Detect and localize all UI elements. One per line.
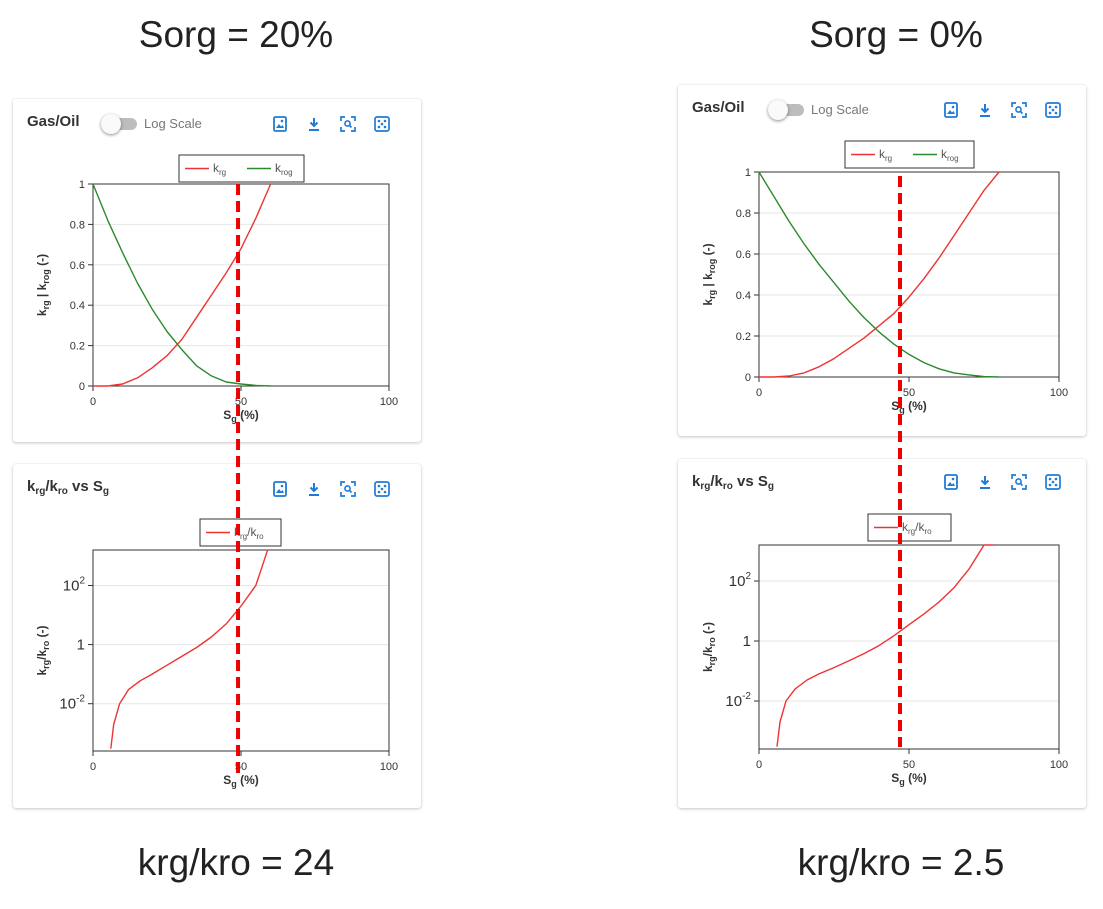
y-axis-label: krg | krog (-)	[35, 254, 51, 316]
series-line-krg-kro	[110, 549, 269, 749]
series-line-krg-kro	[776, 544, 993, 747]
x-tick-label: 100	[1050, 387, 1068, 399]
relperm-plot-left: 0 0.2 0.4 0.6 0.8 1 0 50 100 Sg (%) krg | krog (-)…	[35, 154, 398, 424]
chart-toolbar	[940, 99, 1064, 121]
y-tick-label: 0.2	[70, 341, 85, 353]
zoom-select-icon[interactable]	[337, 478, 359, 500]
download-icon[interactable]	[303, 113, 325, 135]
gas-oil-card-right: Gas/Oil Log Scale 0 0.2 0.4 0.6 0.8 1 0 50 100 Sg…	[678, 85, 1086, 436]
y-tick-label: 0.6	[736, 249, 751, 261]
series-line-krg	[759, 171, 1000, 378]
download-icon[interactable]	[974, 99, 996, 121]
ratio-card-right: krg/kro vs Sg 10-2 1 102 0 50 100 Sg (%) krg/kr…	[678, 459, 1086, 808]
download-icon[interactable]	[303, 478, 325, 500]
y-tick-label: 1	[77, 637, 85, 654]
y-tick-label: 10-2	[725, 691, 751, 710]
x-axis-label: Sg (%)	[891, 399, 927, 415]
legend-entry: krog	[941, 147, 959, 163]
y-tick-label: 0.4	[736, 290, 751, 302]
image-export-icon[interactable]	[269, 113, 291, 135]
toggle-knob	[101, 114, 121, 134]
left-heading: Sorg = 20%	[138, 14, 334, 55]
gas-oil-title: Gas/Oil	[692, 99, 745, 116]
x-tick-label: 100	[1050, 759, 1068, 771]
ratio-title: krg/kro vs Sg	[692, 473, 774, 492]
y-tick-label: 0.8	[736, 208, 751, 220]
right-heading: Sorg = 0%	[809, 14, 983, 55]
zoom-select-icon[interactable]	[337, 113, 359, 135]
x-tick-label: 0	[90, 396, 96, 408]
x-tick-label: 0	[756, 759, 762, 771]
series-line-krog	[758, 171, 1000, 378]
y-tick-label: 0	[745, 372, 751, 384]
plot-frame	[758, 544, 1060, 750]
log-scale-toggle[interactable]	[768, 100, 804, 120]
ratio-plot-right: 10-2 1 102 0 50 100 Sg (%) krg/kro (-) krg/kro	[701, 513, 1068, 787]
y-tick-label: 0.2	[736, 331, 751, 343]
chart-toolbar	[269, 113, 393, 135]
ratio-title-text: krg/kro vs Sg	[692, 473, 774, 492]
legend-entry: krg	[213, 161, 226, 177]
y-tick-label: 0.8	[70, 219, 85, 231]
right-footer: krg/kro = 2.5	[797, 842, 1005, 883]
log-scale-label: Log Scale	[144, 116, 202, 131]
reset-view-icon[interactable]	[1042, 99, 1064, 121]
x-axis-label: Sg (%)	[891, 771, 927, 787]
reset-view-icon[interactable]	[371, 478, 393, 500]
y-axis-label: krg | krog (-)	[701, 243, 717, 305]
relperm-plot-right: 0 0.2 0.4 0.6 0.8 1 0 50 100 Sg (%) krg | krog (-)…	[701, 140, 1068, 415]
y-tick-label: 102	[63, 575, 86, 594]
image-export-icon[interactable]	[269, 478, 291, 500]
image-export-icon[interactable]	[940, 99, 962, 121]
reset-view-icon[interactable]	[371, 113, 393, 135]
gas-oil-card-left: Gas/Oil Log Scale 0 0.2 0.4 0.6 0.8 1 0 50 100 Sg…	[13, 99, 421, 442]
x-axis-label: Sg (%)	[223, 773, 259, 789]
chart-toolbar	[940, 471, 1064, 493]
left-footer: krg/kro = 24	[137, 842, 335, 883]
legend-box	[178, 154, 305, 183]
download-icon[interactable]	[974, 471, 996, 493]
ratio-card-left: krg/kro vs Sg 10-2 1 102 0 50 100 Sg (%) krg/kr…	[13, 464, 421, 808]
y-axis-label: krg/kro (-)	[701, 622, 717, 672]
y-tick-label: 10-2	[59, 694, 85, 713]
y-tick-label: 1	[79, 179, 85, 191]
legend-entry: krog	[275, 161, 293, 177]
plot-frame	[92, 183, 390, 387]
plot-frame	[758, 171, 1060, 378]
series-line-krog	[92, 183, 271, 387]
x-tick-label: 50	[903, 387, 915, 399]
y-tick-label: 0.4	[70, 300, 85, 312]
x-tick-label: 0	[756, 387, 762, 399]
toggle-knob	[768, 100, 788, 120]
y-tick-label: 0	[79, 381, 85, 393]
x-tick-label: 50	[235, 396, 247, 408]
chart-toolbar	[269, 478, 393, 500]
gas-oil-title: Gas/Oil	[27, 113, 80, 130]
zoom-select-icon[interactable]	[1008, 471, 1030, 493]
y-tick-label: 1	[743, 633, 751, 650]
legend-entry: krg	[879, 147, 892, 163]
x-tick-label: 0	[90, 761, 96, 773]
series-line-krg	[93, 183, 272, 387]
x-tick-label: 50	[235, 761, 247, 773]
y-tick-label: 1	[745, 167, 751, 179]
x-tick-label: 100	[380, 761, 398, 773]
ratio-title: krg/kro vs Sg	[27, 478, 109, 497]
x-tick-label: 50	[903, 759, 915, 771]
legend-entry: krg/kro	[902, 520, 932, 536]
y-axis-label: krg/kro (-)	[35, 625, 51, 675]
y-tick-label: 0.6	[70, 260, 85, 272]
plot-frame	[92, 549, 390, 752]
reset-view-icon[interactable]	[1042, 471, 1064, 493]
log-scale-toggle[interactable]	[101, 114, 137, 134]
log-scale-label: Log Scale	[811, 102, 869, 117]
x-tick-label: 100	[380, 396, 398, 408]
ratio-title-text: krg/kro vs Sg	[27, 478, 109, 497]
image-export-icon[interactable]	[940, 471, 962, 493]
x-axis-label: Sg (%)	[223, 408, 259, 424]
y-tick-label: 102	[729, 571, 752, 590]
zoom-select-icon[interactable]	[1008, 99, 1030, 121]
